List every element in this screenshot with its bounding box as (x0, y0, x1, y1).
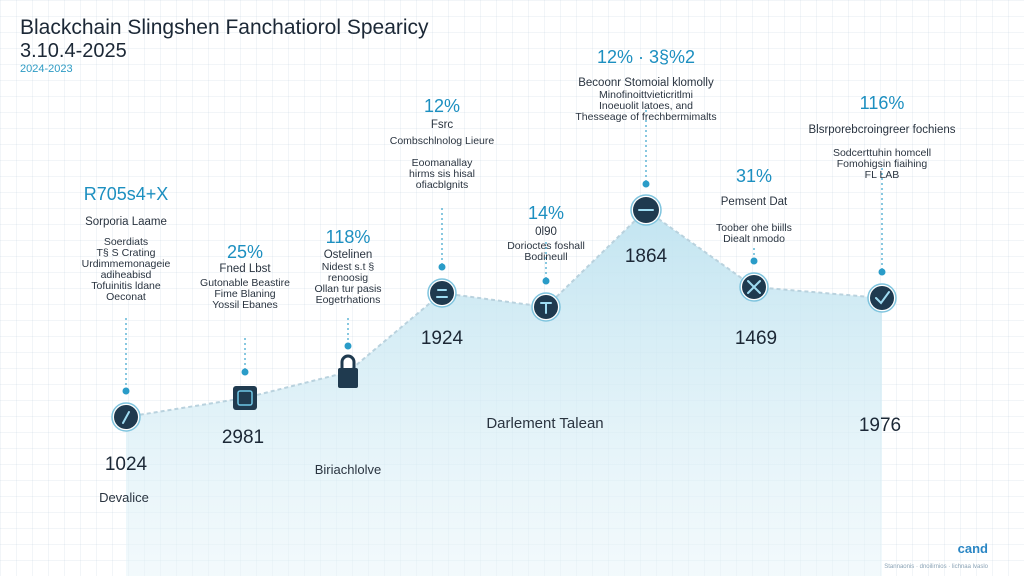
brand-logo: cand (957, 541, 988, 556)
value-label: 1469 (735, 328, 777, 349)
data-point-1 (111, 318, 141, 432)
lock-shackle (340, 354, 356, 368)
point-desc-line: Minofinoittvieticritlmi (599, 89, 693, 101)
data-point-7 (739, 248, 769, 302)
point-percent: 116% (860, 93, 905, 113)
point-desc-line: Combschlnolog Lieure (390, 135, 495, 147)
point-desc-line: Fime Blaning (214, 288, 275, 300)
value-label: 1024 (105, 454, 148, 475)
point-desc-line: Eogetrhations (316, 294, 381, 306)
point-desc-line: renoosig (328, 272, 368, 284)
point-label: Fned Lbst (219, 263, 271, 275)
point-desc-line: Inoeuolit latoes, and (599, 100, 693, 112)
point-label: Fsrc (431, 119, 454, 131)
chart-subtitle: 3.10.4-2025 (20, 40, 127, 62)
data-point-4 (427, 208, 457, 308)
point-percent: 25% (227, 242, 263, 262)
connector-dot (750, 257, 758, 265)
connector-dot (542, 277, 550, 285)
point-desc-line: T§ S Crating (97, 247, 156, 259)
point-desc-line: Fomohigsin fiaihing (837, 158, 928, 170)
point-desc-line: Gutonable Beastire (200, 277, 290, 289)
series-line (125, 208, 883, 418)
point-desc-line: FL LAB (865, 169, 900, 181)
icon-glyph (747, 280, 761, 294)
point-desc-line: Bodineull (524, 251, 567, 263)
point-desc-line: Yossil Ebanes (212, 299, 278, 311)
point-desc-line: Dorioctes foshall (507, 240, 585, 252)
area-fill (126, 210, 882, 576)
point-desc-line: Nidest s.t § (322, 261, 375, 273)
value-label: 1976 (859, 415, 901, 436)
point-label: 0l90 (535, 226, 557, 238)
point-percent: 118% (326, 227, 371, 247)
data-point-2 (233, 338, 257, 410)
point-percent: R705s4+X (84, 184, 169, 204)
point-desc-line: Thesseage of frechbermimalts (575, 111, 716, 123)
value-label: 2981 (222, 427, 264, 448)
lock-icon (338, 368, 358, 388)
point-desc-line: Urdimmemonageie (82, 258, 171, 270)
point-percent: 12% (424, 96, 460, 116)
point-desc-line: ofiacblgnits (416, 179, 469, 191)
data-point-8 (867, 168, 897, 313)
connector-dot (344, 342, 352, 350)
point-label: Pemsent Dat (721, 196, 788, 208)
connector-dot (438, 263, 446, 271)
point-desc-line: hirms sis hisal (409, 168, 475, 180)
value-label: 1864 (625, 246, 668, 267)
data-point-3 (338, 318, 358, 388)
chart-period: 2024-2023 (20, 63, 73, 75)
connector-dot (122, 387, 130, 395)
connector-dot (642, 180, 650, 188)
icon-glyph (875, 291, 890, 305)
footer-note: Stannaonis · dnoilirnios · lichnaa lvasl… (884, 564, 988, 570)
point-percent: 12% · 3§%2 (597, 47, 695, 67)
lock-icon (430, 281, 454, 305)
category-label: Devalice (99, 490, 149, 505)
point-desc-line: adiheabisd (101, 269, 152, 281)
point-label: Sorporia Laame (85, 216, 167, 228)
category-label: Biriachlolve (315, 462, 381, 477)
point-desc-line: Oeconat (106, 291, 146, 303)
point-desc-line: Tofuinitis ldane (91, 280, 161, 292)
point-label: Blsrporebcroingreer fochiens (808, 124, 955, 136)
point-desc-line: Ollan tur pasis (314, 283, 381, 295)
point-desc-line: Diealt nmodo (723, 233, 785, 245)
chart-title: Blackchain Slingshen Fanchatiorol Speari… (20, 16, 429, 39)
connector-dot (241, 368, 249, 376)
icon-glyph (436, 289, 448, 298)
point-desc-line: Soerdiats (104, 236, 148, 248)
point-percent: 31% (736, 166, 772, 186)
point-desc-line: Toober ohe biills (716, 222, 792, 234)
point-label: Ostelinen (324, 249, 373, 261)
value-label: 1924 (421, 328, 464, 349)
wallet-icon (233, 386, 257, 410)
icon-glyph (540, 302, 552, 314)
category-label: Darlement Talean (486, 415, 603, 432)
connector-dot (878, 268, 886, 276)
data-point-6 (630, 110, 662, 226)
wallet-inner (237, 390, 253, 406)
point-percent: 14% (528, 203, 564, 223)
data-point-5 (531, 242, 561, 322)
icon-glyph (122, 411, 130, 424)
point-label: Becoonr Stomoial klomolly (578, 77, 714, 89)
point-desc-line: Sodcerttuhin homcell (833, 147, 931, 159)
point-desc-line: Eoomanallay (412, 157, 473, 169)
check-icon (870, 286, 894, 310)
